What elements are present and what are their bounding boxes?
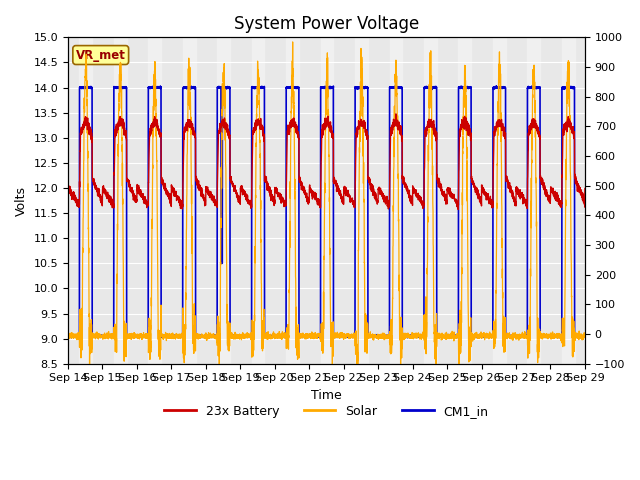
- Title: System Power Voltage: System Power Voltage: [234, 15, 419, 33]
- Y-axis label: Volts: Volts: [15, 186, 28, 216]
- Legend: 23x Battery, Solar, CM1_in: 23x Battery, Solar, CM1_in: [159, 400, 493, 423]
- Bar: [458, 37, 471, 364]
- Bar: [114, 37, 127, 364]
- Bar: [355, 37, 368, 364]
- Bar: [183, 37, 196, 364]
- Bar: [390, 37, 403, 364]
- X-axis label: Time: Time: [311, 389, 342, 402]
- Bar: [148, 37, 161, 364]
- Bar: [286, 37, 299, 364]
- Bar: [527, 37, 540, 364]
- Bar: [424, 37, 436, 364]
- Bar: [562, 37, 575, 364]
- Bar: [252, 37, 264, 364]
- Text: VR_met: VR_met: [76, 48, 125, 61]
- Bar: [493, 37, 506, 364]
- Bar: [321, 37, 333, 364]
- Bar: [79, 37, 92, 364]
- Bar: [217, 37, 230, 364]
